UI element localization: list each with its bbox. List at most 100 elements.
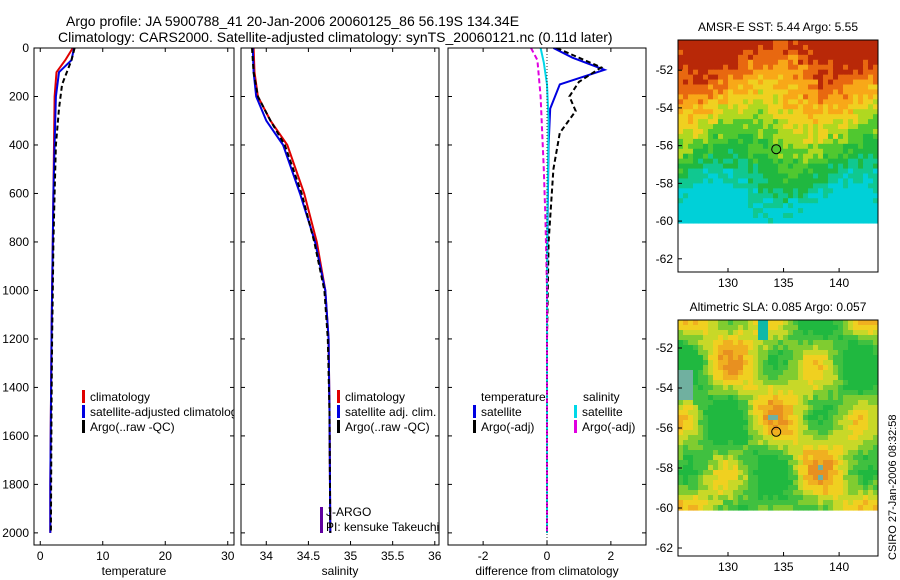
- sla-cell: [868, 485, 874, 491]
- sla-cell: [833, 375, 839, 381]
- sla-cell: [768, 440, 774, 446]
- sla-cell: [823, 415, 829, 421]
- sst-cell: [818, 40, 824, 46]
- sst-cell: [803, 49, 809, 56]
- sst-cell: [823, 59, 829, 66]
- sla-cell: [738, 420, 744, 426]
- sst-cell: [733, 133, 739, 140]
- sst-cell: [723, 188, 729, 194]
- sla-cell: [808, 415, 814, 421]
- sst-cell: [678, 44, 684, 51]
- sst-cell: [803, 173, 809, 180]
- sst-cell: [763, 178, 769, 185]
- sst-cell: [728, 99, 734, 105]
- sla-cell: [773, 415, 779, 421]
- sst-cell: [803, 99, 809, 105]
- sst-cell: [868, 138, 874, 145]
- sla-cell: [743, 375, 749, 381]
- sla-cell: [728, 500, 734, 506]
- sla-cell: [758, 385, 764, 391]
- sst-cell: [708, 153, 714, 160]
- sla-cell: [703, 355, 709, 361]
- sst-cell: [793, 178, 799, 185]
- sst-cell: [813, 158, 819, 165]
- sst-cell: [843, 124, 849, 130]
- sst-cell: [753, 158, 759, 165]
- sla-cell: [873, 425, 878, 431]
- sst-cell: [693, 163, 699, 170]
- sst-cell: [713, 104, 719, 110]
- sla-cell: [733, 415, 739, 421]
- sla-cell: [708, 385, 714, 391]
- sla-cell: [863, 430, 869, 436]
- sla-cell: [868, 440, 874, 446]
- sla-cell: [863, 360, 869, 366]
- sla-cell: [748, 465, 754, 471]
- sst-cell: [773, 40, 779, 46]
- sla-cell: [703, 425, 709, 431]
- sla-cell: [753, 465, 759, 471]
- sst-cell: [763, 173, 769, 180]
- sst-cell: [788, 94, 794, 100]
- sla-cell: [848, 430, 854, 436]
- sla-cell: [808, 470, 814, 476]
- sla-cell: [723, 415, 729, 421]
- sla-cell: [728, 405, 734, 411]
- sst-cell: [823, 109, 829, 115]
- sst-cell: [848, 133, 854, 140]
- sla-cell: [693, 390, 699, 396]
- sst-cell: [763, 158, 769, 165]
- sla-cell: [703, 345, 709, 351]
- sst-cell: [683, 44, 689, 51]
- sst-cell: [688, 138, 694, 145]
- sla-cell: [743, 460, 749, 466]
- sst-cell: [733, 203, 739, 209]
- sst-cell: [868, 158, 874, 165]
- sla-cell: [818, 400, 824, 406]
- sla-cell: [718, 465, 724, 471]
- sla-lat-tick-label: -62: [656, 541, 674, 555]
- salinity-xtick-label: 34.5: [297, 549, 321, 563]
- sla-cell: [683, 480, 689, 486]
- sst-cell: [788, 143, 794, 150]
- sst-cell: [818, 148, 824, 155]
- sla-cell: [848, 410, 854, 416]
- sst-cell: [768, 203, 774, 209]
- sst-cell: [723, 124, 729, 130]
- sla-cell: [768, 385, 774, 391]
- sla-cell: [693, 505, 699, 511]
- sla-cell: [798, 330, 804, 336]
- sla-cell: [703, 415, 709, 421]
- sla-cell: [713, 465, 719, 471]
- sla-cell: [813, 415, 819, 421]
- sst-cell: [688, 178, 694, 185]
- sla-cell: [868, 355, 874, 361]
- sst-cell: [698, 193, 704, 199]
- sst-cell: [788, 69, 794, 76]
- sst-cell: [828, 69, 834, 76]
- sst-cell: [678, 119, 684, 125]
- sla-cell: [793, 430, 799, 436]
- sla-cell: [713, 355, 719, 361]
- sla-cell: [798, 325, 804, 331]
- sst-cell: [678, 203, 684, 209]
- sst-cell: [758, 158, 764, 165]
- sla-cell: [753, 395, 759, 401]
- sst-cell: [783, 193, 789, 199]
- sst-cell: [863, 143, 869, 150]
- sla-cell: [803, 470, 809, 476]
- sla-cell: [698, 425, 704, 431]
- sla-cell: [823, 460, 829, 466]
- sla-cell: [718, 480, 724, 486]
- sla-cell: [743, 365, 749, 371]
- sla-cell: [798, 375, 804, 381]
- sst-cell: [738, 44, 744, 51]
- sla-cell: [768, 355, 774, 361]
- sla-cell: [693, 400, 699, 406]
- sst-cell: [843, 49, 849, 56]
- sst-cell: [748, 40, 754, 46]
- sla-cell: [678, 350, 684, 356]
- sst-cell: [678, 49, 684, 56]
- sst-cell: [683, 218, 689, 224]
- sla-cell: [833, 435, 839, 441]
